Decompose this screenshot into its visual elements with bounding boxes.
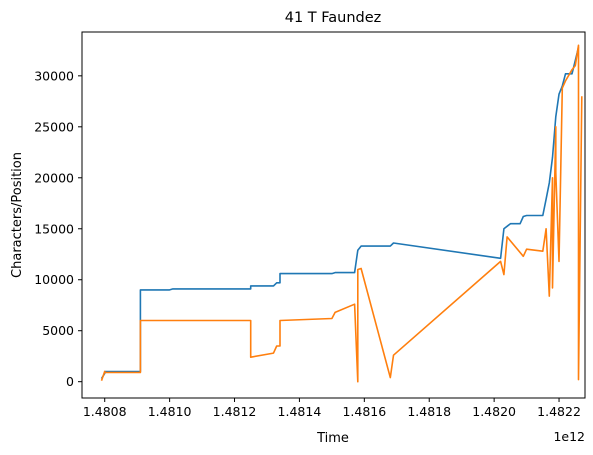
x-tick-label: 1.4818 [407,404,451,419]
series-line-1 [100,47,580,380]
y-axis-ticks: 0 5000 10000 15000 20000 25000 30000 [34,68,82,389]
plot-lines [100,44,583,383]
y-tick-label: 15000 [34,221,74,236]
x-axis-offset-label: 1e12 [553,429,585,444]
y-tick-label: 20000 [34,170,74,185]
y-tick-label: 5000 [42,323,74,338]
y-tick-label: 10000 [34,272,74,287]
plot-frame [81,31,586,399]
x-axis-ticks: 1.4808 1.4810 1.4812 1.4814 1.4816 1.4818 1.48… [83,398,581,419]
x-tick-label: 1.4812 [213,404,257,419]
y-tick-label: 25000 [34,119,74,134]
x-tick-label: 1.4820 [472,404,516,419]
chart-title: 41 T Faundez [285,10,382,26]
x-axis-label: Time [316,431,349,446]
y-tick-label: 0 [66,374,74,389]
y-axis-label: Characters/Position [10,152,25,278]
series-line-2 [100,44,583,383]
x-tick-label: 1.4814 [278,404,322,419]
x-tick-label: 1.4808 [83,404,127,419]
x-tick-label: 1.4822 [537,404,581,419]
x-tick-label: 1.4816 [342,404,386,419]
y-tick-label: 30000 [34,68,74,83]
x-tick-label: 1.4810 [148,404,192,419]
